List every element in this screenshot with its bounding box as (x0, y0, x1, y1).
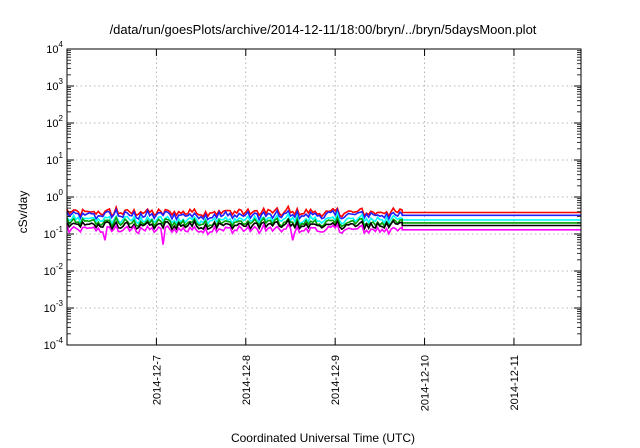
x-tick-label: 2014-12-8 (241, 355, 253, 405)
y-tick-exponent: -2 (56, 262, 64, 271)
y-tick-exponent: -4 (56, 336, 64, 345)
y-axis-label: cSv/day (16, 191, 30, 234)
series-line (66, 215, 581, 230)
y-tick-label: 103 (46, 77, 63, 93)
x-tick-label: 2014-12-7 (151, 355, 163, 405)
y-tick-exponent: 1 (59, 151, 64, 160)
y-tick-base: 10 (46, 155, 58, 167)
x-tick-label: 2014-12-11 (509, 355, 521, 410)
y-tick-base: 10 (44, 266, 56, 278)
y-tick-base: 10 (46, 118, 58, 130)
tick-marks (67, 48, 581, 346)
series-line (66, 210, 581, 227)
y-tick-base: 10 (44, 340, 56, 352)
y-tick-base: 10 (46, 192, 58, 204)
y-tick-exponent: -1 (56, 225, 64, 234)
series-line (66, 217, 581, 232)
x-tick-label: 2014-12-9 (330, 355, 342, 405)
series-line (66, 204, 581, 219)
series-line (66, 222, 581, 245)
y-tick-base: 10 (46, 44, 58, 56)
y-tick-exponent: 2 (59, 114, 64, 123)
y-tick-label: 10-4 (44, 336, 64, 352)
y-tick-label: 10-3 (44, 299, 64, 315)
y-tick-exponent: -3 (56, 299, 64, 308)
chart-title: /data/run/goesPlots/archive/2014-12-11/1… (110, 22, 537, 37)
series-line (66, 207, 581, 223)
y-tick-label: 104 (46, 40, 63, 56)
y-tick-exponent: 0 (59, 188, 64, 197)
y-tick-label: 10-1 (44, 225, 64, 241)
y-tick-label: 101 (46, 151, 63, 167)
y-tick-exponent: 3 (59, 77, 64, 86)
x-axis-label: Coordinated Universal Time (UTC) (231, 431, 415, 445)
y-tick-base: 10 (44, 229, 56, 241)
y-tick-base: 10 (46, 81, 58, 93)
y-tick-base: 10 (44, 303, 56, 315)
y-tick-label: 102 (46, 114, 63, 130)
x-tick-labels: 2014-12-7 2014-12-8 2014-12-9 2014-12-10 201… (151, 355, 521, 411)
y-tick-exponent: 4 (59, 40, 64, 49)
x-tick-label: 2014-12-10 (420, 355, 432, 411)
y-tick-label: 10-2 (44, 262, 64, 278)
y-tick-label: 100 (46, 188, 63, 204)
grid-lines (67, 49, 581, 345)
series-group (66, 204, 581, 245)
